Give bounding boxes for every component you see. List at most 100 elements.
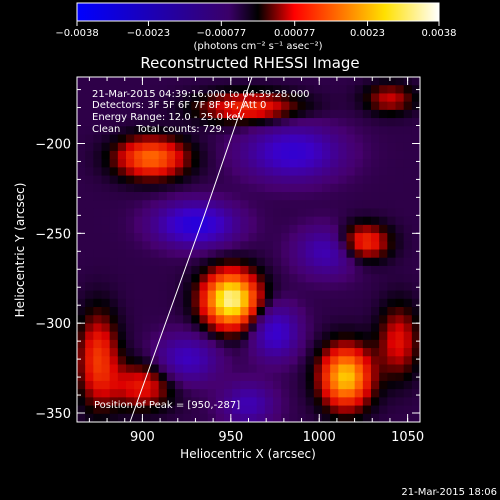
heatmap-cell xyxy=(101,159,111,168)
heatmap-cell xyxy=(264,150,274,160)
heatmap-cell xyxy=(117,175,127,185)
heatmap-cell xyxy=(289,356,299,366)
heatmap-cell xyxy=(273,241,282,251)
heatmap-cell xyxy=(362,323,372,333)
heatmap-cell xyxy=(183,167,192,177)
heatmap-cell xyxy=(109,241,119,251)
heatmap-cell xyxy=(232,298,241,308)
heatmap-cell xyxy=(387,77,397,86)
heatmap-cell xyxy=(403,257,413,267)
heatmap-cell xyxy=(354,101,364,111)
heatmap-cell xyxy=(411,200,420,210)
heatmap-cell xyxy=(379,265,388,275)
heatmap-cell xyxy=(224,307,233,316)
heatmap-cell xyxy=(240,339,250,349)
heatmap-cell xyxy=(215,233,225,242)
heatmap-cell xyxy=(411,167,420,177)
heatmap-cell xyxy=(387,249,397,259)
heatmap-cell xyxy=(101,233,111,242)
heatmap-cell xyxy=(346,224,356,234)
heatmap-cell xyxy=(240,118,250,127)
heatmap-cell xyxy=(256,372,266,382)
heatmap-cell xyxy=(142,93,152,103)
heatmap-cell xyxy=(322,167,331,177)
heatmap-cell xyxy=(166,142,176,152)
heatmap-cell xyxy=(313,93,323,103)
heatmap-cell xyxy=(346,257,356,267)
heatmap-cell xyxy=(264,331,274,341)
heatmap-cell xyxy=(330,249,339,259)
heatmap-cell xyxy=(117,167,127,177)
heatmap-cell xyxy=(183,192,192,201)
heatmap-cell xyxy=(183,200,192,210)
heatmap-cell xyxy=(150,208,160,218)
heatmap-cell xyxy=(354,134,364,144)
heatmap-cell xyxy=(297,126,307,136)
heatmap-cell xyxy=(379,224,388,234)
heatmap-cell xyxy=(273,389,282,398)
heatmap-cell xyxy=(411,364,420,374)
heatmap-cell xyxy=(395,397,405,407)
heatmap-cell xyxy=(240,356,250,366)
heatmap-cell xyxy=(166,356,176,366)
heatmap-cell xyxy=(305,348,315,357)
heatmap-cell xyxy=(403,224,413,234)
heatmap-cell xyxy=(379,109,388,119)
heatmap-cell xyxy=(387,118,397,127)
heatmap-cell xyxy=(281,142,290,152)
heatmap-cell xyxy=(126,142,135,152)
heatmap-cell xyxy=(158,183,168,193)
heatmap-cell xyxy=(330,134,339,144)
heatmap-cell xyxy=(281,339,290,349)
heatmap-cell xyxy=(411,323,420,333)
heatmap-cell xyxy=(85,323,94,333)
heatmap-cell xyxy=(101,405,111,415)
heatmap-cell xyxy=(183,249,192,259)
heatmap-cell xyxy=(240,175,250,185)
heatmap-cell xyxy=(289,233,299,242)
heatmap-cell xyxy=(346,282,356,292)
heatmap-cell xyxy=(85,192,94,201)
heatmap-cell xyxy=(158,216,168,226)
heatmap-cell xyxy=(240,372,250,382)
heatmap-cell xyxy=(109,282,119,292)
heatmap-cell xyxy=(150,85,160,95)
heatmap-cell xyxy=(166,290,176,300)
heatmap-cell xyxy=(403,109,413,119)
heatmap-cell xyxy=(150,339,160,349)
heatmap-cell xyxy=(313,257,323,267)
heatmap-cell xyxy=(199,93,209,103)
heatmap-cell xyxy=(281,241,290,251)
heatmap-cell xyxy=(166,307,176,316)
heatmap-cell xyxy=(142,192,152,201)
heatmap-cell xyxy=(142,413,152,422)
heatmap-cell xyxy=(126,183,135,193)
heatmap-cell xyxy=(411,208,420,218)
heatmap-cell xyxy=(379,372,388,382)
heatmap-cell xyxy=(362,331,372,341)
heatmap-cell xyxy=(387,397,397,407)
heatmap-cell xyxy=(371,380,380,390)
heatmap-cell xyxy=(273,331,282,341)
heatmap-cell xyxy=(264,159,274,168)
heatmap-cell xyxy=(387,331,397,341)
heatmap-cell xyxy=(175,192,184,201)
heatmap-cell xyxy=(191,323,201,333)
heatmap-cell xyxy=(354,249,364,259)
heatmap-cell xyxy=(101,397,111,407)
heatmap-cell xyxy=(411,380,420,390)
heatmap-cell xyxy=(387,274,397,283)
heatmap-cell xyxy=(183,380,192,390)
heatmap-cell xyxy=(322,233,331,242)
heatmap-cell xyxy=(199,356,209,366)
heatmap-cell xyxy=(240,167,250,177)
heatmap-cell xyxy=(134,413,143,422)
heatmap-cell xyxy=(371,233,380,242)
heatmap-cell xyxy=(199,389,209,398)
heatmap-cell xyxy=(403,241,413,251)
heatmap-cell xyxy=(183,175,192,185)
heatmap-cell xyxy=(297,397,307,407)
y-tick-label: −350 xyxy=(35,407,71,422)
heatmap-cell xyxy=(387,159,397,168)
heatmap-cell xyxy=(379,200,388,210)
